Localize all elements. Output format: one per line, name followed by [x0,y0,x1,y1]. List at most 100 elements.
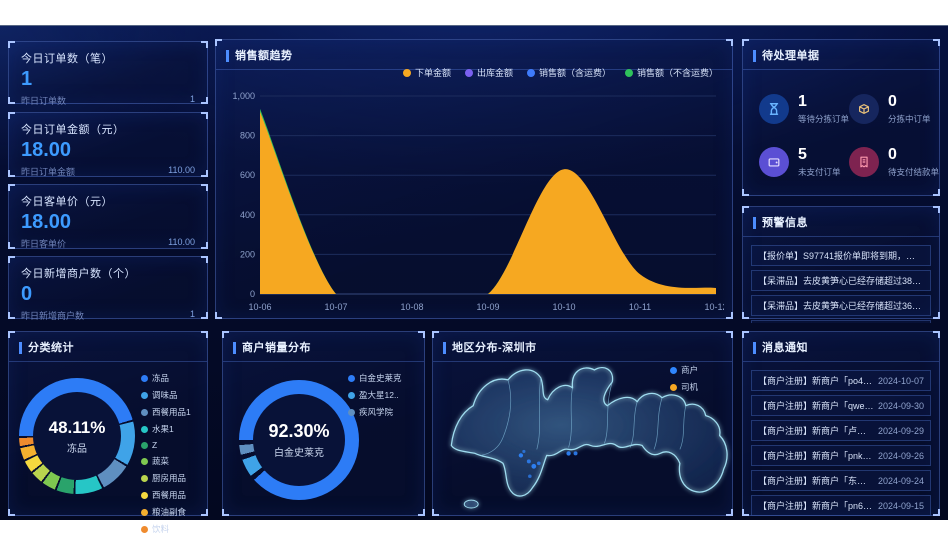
legend-item[interactable]: 西餐用品 [141,489,207,501]
pending-item-unpaid: 5 未支付订单 [759,146,849,178]
legend-item[interactable]: 西餐用品1 [141,406,207,418]
card-prev-label: 昨日订单金额 [21,167,76,177]
message-date: 2024-09-15 [877,500,924,511]
panel-corner [742,331,749,338]
panel-corner [933,189,940,196]
message-list: 【商户注册】新商户「po402f8v3v70pr238k...2024-10-0… [743,362,939,520]
svg-text:10-08: 10-08 [400,302,423,312]
legend-dot [141,425,148,433]
panel-corner [201,331,208,338]
legend-dot [402,68,411,77]
merchant-legend: 白金史莱克盈大星12.. 疾风学院 [348,372,414,423]
hourglass-icon [759,94,789,125]
legend-item[interactable]: 冻品 [141,372,207,384]
legend-dot [141,491,148,499]
panel-corner [201,509,208,516]
panel-corner [933,206,940,213]
legend-item[interactable]: 盈大星12.. [348,389,414,401]
alert-row[interactable]: 【报价单】S97741报价单即将到期，请及时更新报价！ [751,245,931,266]
legend-label: 西餐用品1 [152,407,191,417]
svg-text:400: 400 [240,210,255,220]
legend-dot [141,408,148,416]
legend-item[interactable]: Z [141,440,207,450]
alert-row[interactable]: 【呆滞品】去皮黄笋心已经存储超过388天，请留意！（... [751,270,931,291]
message-row[interactable]: 【商户注册】新商户「po402f8v3v70pr238k...2024-10-0… [751,370,931,391]
panel-corner [726,39,733,46]
legend-dot [464,68,473,77]
legend-item[interactable]: 饮料 [141,523,207,535]
panel-corner [8,256,15,263]
map-island [463,499,479,509]
legend-label: 蔬菜 [152,456,170,466]
panel-corner [933,39,940,46]
pending-value: 0 [888,145,897,163]
card-title: 今日订单金额（元） [21,124,125,136]
message-row[interactable]: 【商户注册】新商户「qwer12332100」注册...2024-09-30 [751,395,931,416]
donut-center-value: 92.30% [268,421,330,441]
card-title: 今日订单数（笔） [21,53,113,65]
legend-item[interactable]: 销售额（含运费） [526,66,611,79]
panel-title: 预警信息 [753,217,808,229]
svg-text:10-12: 10-12 [704,302,724,312]
legend-label: 水果1 [152,424,174,434]
legend-item[interactable]: 水果1 [141,423,207,435]
card-value: 0 [21,283,33,305]
card-prev-value: 110.00 [168,237,195,247]
donut-center-value: 48.11% [48,417,106,437]
panel-corner [201,256,208,263]
shenzhen-map[interactable] [433,358,732,515]
pending-value: 0 [888,93,897,110]
wallet-icon [759,147,789,178]
legend-item[interactable]: 销售额（不含运费） [624,66,718,79]
panel-corner [201,112,208,119]
legend-dot [526,68,535,77]
alert-text: 【呆滞品】去皮黄笋心已经存储超过367天，请留意！（... [758,301,924,311]
legend-item[interactable]: 下单金额 [402,66,451,79]
map-legend: 商户 司机 [670,364,720,398]
alert-row[interactable]: 【呆滞品】去皮黄笋心已经存储超过367天，请留意！（... [751,295,931,316]
card-value: 18.00 [21,211,72,233]
panel-corner [8,184,15,191]
panel-corner [201,170,208,177]
legend-label: 饮料 [152,524,170,534]
stat-card-orders: 今日订单数（笔） 1 昨日订单数 1 [8,41,208,106]
legend-item[interactable]: 出库金额 [464,66,513,79]
message-row[interactable]: 【商户注册】新商户「pn6s10s064c7b7ul3lL...2024-09-… [751,495,931,516]
legend-item[interactable]: 粮油副食 [141,506,207,518]
legend-label: 疾风学院 [359,407,394,417]
message-date: 2024-10-07 [877,375,924,386]
legend-dot [670,366,677,374]
card-prev-label: 昨日订单数 [21,96,67,106]
svg-text:10-07: 10-07 [324,302,347,312]
pending-item-settlement: 0 待支付结款单 [849,145,939,178]
legend-dot [670,383,677,391]
panel-corner [726,312,733,319]
stat-card-new-merchants: 今日新增商户数（个） 0 昨日新增商户数 1 [8,256,208,321]
message-date: 2024-09-29 [877,425,924,436]
panel-corner [432,509,439,516]
legend-item[interactable]: 商户 [670,364,720,376]
sales-trend-chart[interactable]: 0 200 400 600 800 1,000 10-06 10-07 10-08 10-09 10… [224,86,724,316]
alert-row[interactable]: 【呆滞品】去皮黄笋心已经存储超过287天，请留意！（... [751,320,931,323]
card-prev-value: 1 [189,94,195,104]
card-prev-value: 1 [189,309,195,319]
legend-dot [141,441,148,449]
legend-label: 白金史莱克 [359,373,402,383]
message-row[interactable]: 【商户注册】新商户「东莞点知」注册成功...2024-09-24 [751,470,931,491]
panel-corner [8,41,15,48]
trend-legend: 下单金额 出库金额 销售额（含运费） 销售额（不含运费） [402,66,718,79]
legend-item[interactable]: 蔬菜 [141,455,207,467]
legend-item[interactable]: 白金史莱克 [348,372,414,384]
legend-item[interactable]: 疾风学院 [348,406,414,418]
legend-item[interactable]: 调味品 [141,389,207,401]
merchant-dots [518,449,578,479]
panel-corner [222,331,229,338]
legend-item[interactable]: 厨房用品 [141,472,207,484]
message-row[interactable]: 【商户注册】新商户「卢欢」注册成功，请...2024-09-29 [751,420,931,441]
pending-documents-panel: 待处理单据 1 等待分拣订单 0 分拣中订单 5 [742,39,940,196]
message-row[interactable]: 【商户注册】新商户「pnkt1t5qnlq2h11o2p...2024-09-2… [751,445,931,466]
legend-item[interactable]: 司机 [670,381,720,393]
panel-corner [8,312,15,319]
panel-corner [432,331,439,338]
region-map-panel: 地区分布-深圳市 商户 司机 [432,331,733,516]
